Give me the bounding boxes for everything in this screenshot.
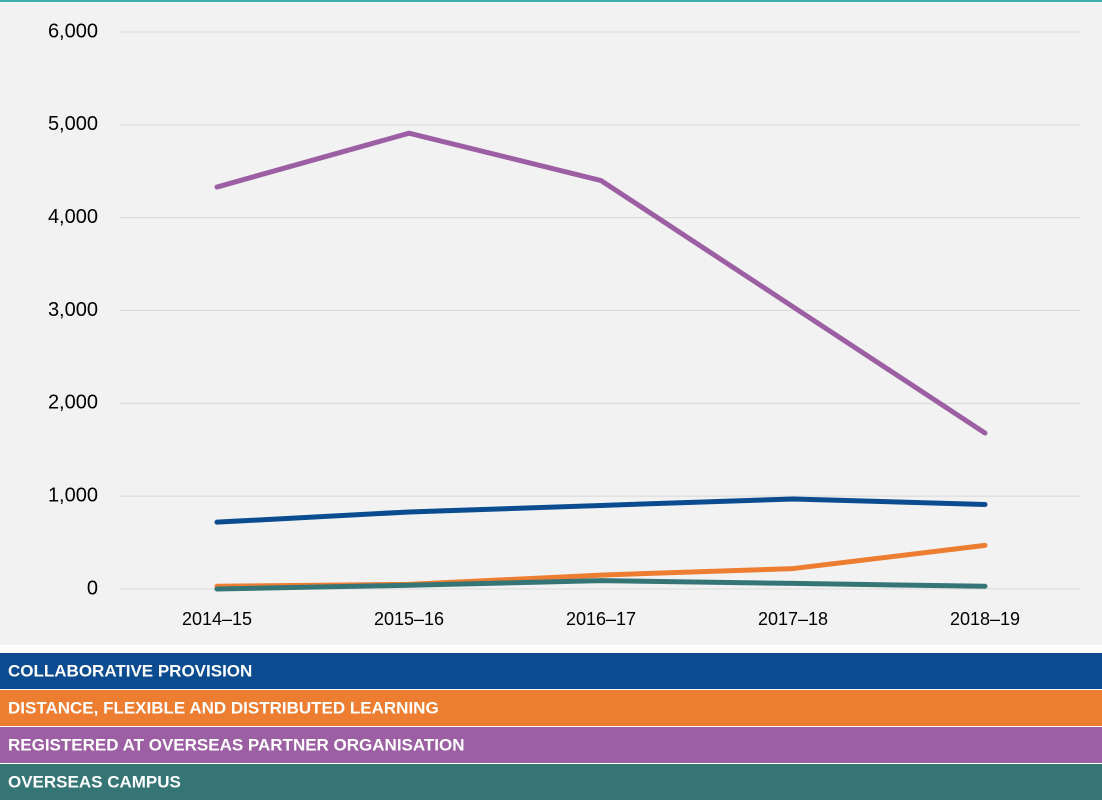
legend-label: DISTANCE, FLEXIBLE AND DISTRIBUTED LEARN… — [8, 698, 439, 717]
legend-label: COLLABORATIVE PROVISION — [8, 661, 252, 680]
legend-swatch — [0, 653, 1102, 689]
y-tick-label: 3,000 — [48, 299, 98, 321]
x-tick-label: 2015–16 — [374, 609, 444, 629]
y-tick-label: 1,000 — [48, 484, 98, 506]
y-tick-label: 0 — [87, 577, 98, 599]
legend-label: OVERSEAS CAMPUS — [8, 772, 181, 791]
x-tick-label: 2018–19 — [950, 609, 1020, 629]
legend-label: REGISTERED AT OVERSEAS PARTNER ORGANISAT… — [8, 735, 465, 754]
line — [214, 496, 988, 525]
top-border — [0, 0, 1102, 2]
legend-swatch — [0, 727, 1102, 763]
y-tick-label: 6,000 — [48, 20, 98, 42]
x-tick-label: 2014–15 — [182, 609, 252, 629]
legend-swatch — [0, 764, 1102, 800]
x-tick-label: 2017–18 — [758, 609, 828, 629]
plot-background — [0, 0, 1102, 645]
y-tick-label: 5,000 — [48, 113, 98, 135]
y-tick-label: 4,000 — [48, 206, 98, 228]
line — [214, 130, 988, 436]
line — [214, 578, 988, 592]
x-tick-label: 2016–17 — [566, 609, 636, 629]
y-tick-label: 2,000 — [48, 392, 98, 414]
legend-swatch — [0, 690, 1102, 726]
